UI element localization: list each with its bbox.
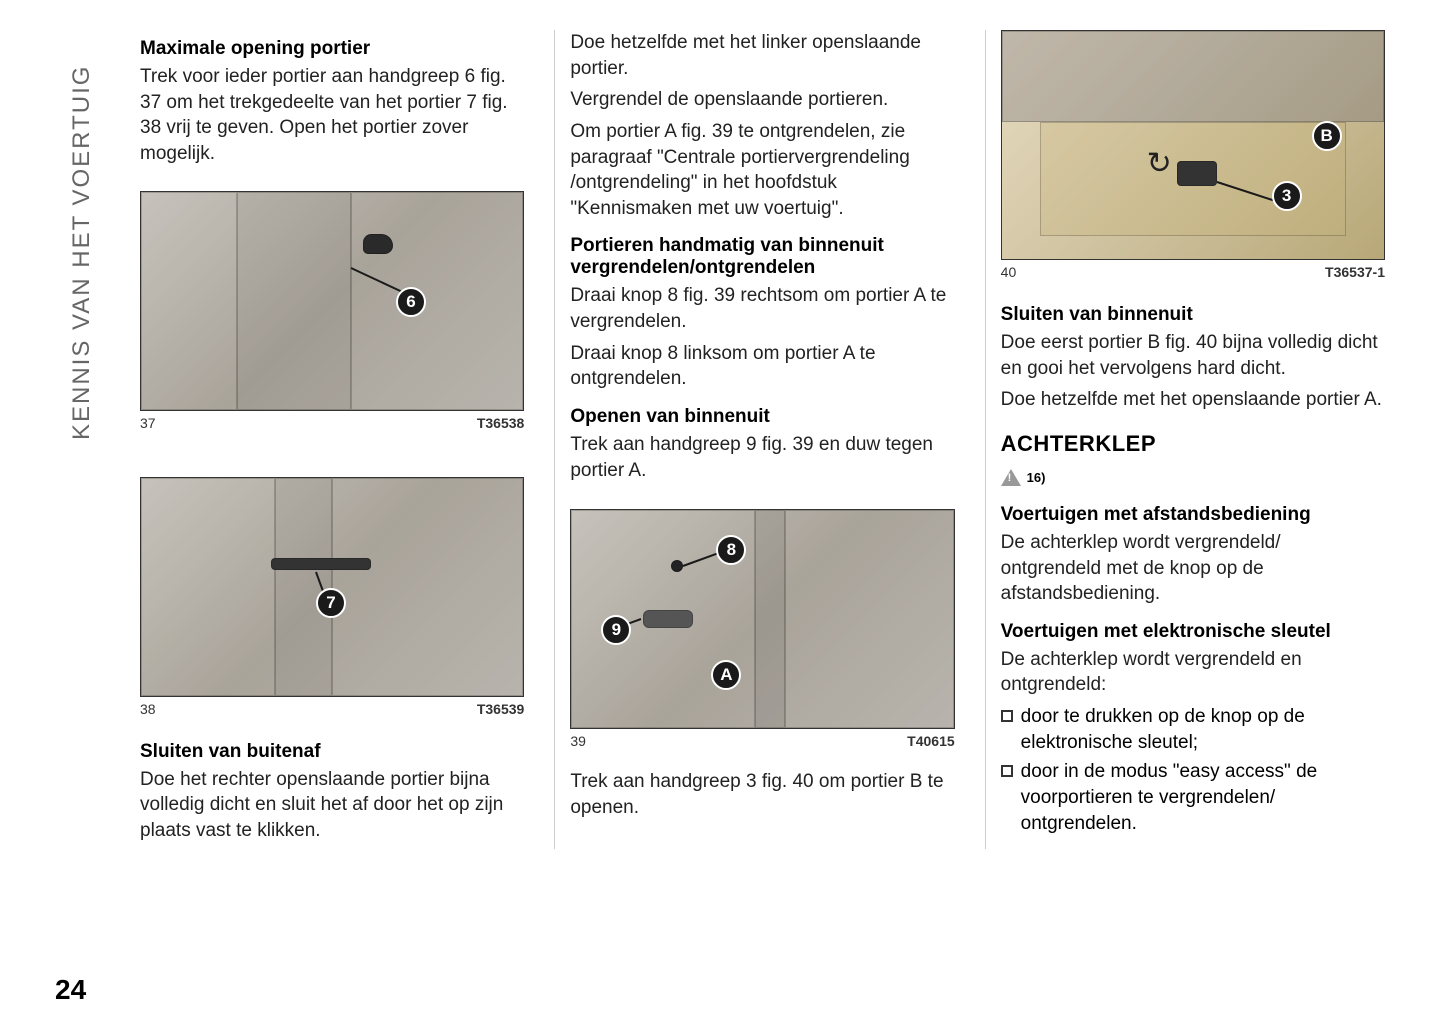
fig-40-code: T36537-1 bbox=[1325, 264, 1385, 280]
bullet-2: door in de modus "easy access" de voorpo… bbox=[1001, 759, 1385, 836]
bullet-1: door te drukken op de knop op de elektro… bbox=[1001, 704, 1385, 755]
figure-40-caption: 40 T36537-1 bbox=[1001, 264, 1385, 280]
para-unlock-a: Om portier A fig. 39 te ontgrendelen, zi… bbox=[570, 119, 954, 222]
heading-remote: Voertuigen met afstandsbediening bbox=[1001, 504, 1385, 526]
heading-close-inside: Sluiten van binnenuit bbox=[1001, 304, 1385, 326]
fig-39-num: 39 bbox=[570, 733, 586, 749]
section-achterklep: ACHTERKLEP bbox=[1001, 431, 1385, 457]
para-pull-handle-9: Trek aan handgreep 9 fig. 39 en duw tege… bbox=[570, 432, 954, 483]
para-turn-right: Draai knop 8 fig. 39 rechtsom om portier… bbox=[570, 283, 954, 334]
figure-38: 7 38 T36539 bbox=[140, 477, 524, 717]
bullet-1-text: door te drukken op de knop op de elektro… bbox=[1021, 704, 1385, 755]
figure-38-caption: 38 T36539 bbox=[140, 701, 524, 717]
heading-max-opening: Maximale opening portier bbox=[140, 38, 524, 60]
heading-electronic-key: Voertuigen met elektronische sleutel bbox=[1001, 621, 1385, 643]
fig-39-code: T40615 bbox=[907, 733, 954, 749]
figure-40-image: ↻ B 3 bbox=[1001, 30, 1385, 260]
figure-37-caption: 37 T36538 bbox=[140, 415, 524, 431]
para-remote: De achterklep wordt vergrendeld/ ontgren… bbox=[1001, 530, 1385, 607]
bullet-box-icon bbox=[1001, 765, 1013, 777]
side-tab: KENNIS VAN HET VOERTUIG bbox=[68, 30, 96, 440]
callout-3: 3 bbox=[1272, 181, 1302, 211]
main-content: Maximale opening portier Trek voor ieder… bbox=[140, 30, 1385, 849]
para-max-opening: Trek voor ieder portier aan handgreep 6 … bbox=[140, 64, 524, 167]
warning-row: 16) bbox=[1001, 469, 1385, 486]
para-pull-handle-3: Trek aan handgreep 3 fig. 40 om portier … bbox=[570, 769, 954, 820]
figure-39: 8 9 A 39 T40615 bbox=[570, 509, 954, 749]
para-lock-doors: Vergrendel de openslaande portieren. bbox=[570, 87, 954, 113]
para-same-a: Doe hetzelfde met het openslaande portie… bbox=[1001, 387, 1385, 413]
arrow-icon: ↻ bbox=[1147, 146, 1172, 181]
figure-38-image: 7 bbox=[140, 477, 524, 697]
column-1: Maximale opening portier Trek voor ieder… bbox=[140, 30, 524, 849]
figure-37-image: 6 bbox=[140, 191, 524, 411]
heading-open-inside: Openen van binnenuit bbox=[570, 406, 954, 428]
figure-39-image: 8 9 A bbox=[570, 509, 954, 729]
fig-40-num: 40 bbox=[1001, 264, 1017, 280]
page-number: 24 bbox=[55, 974, 86, 1006]
warning-number: 16) bbox=[1027, 470, 1046, 485]
para-close-b: Doe eerst portier B fig. 40 bijna volled… bbox=[1001, 330, 1385, 381]
fig-37-num: 37 bbox=[140, 415, 156, 431]
heading-manual-lock: Portieren handmatig van binnenuit vergre… bbox=[570, 235, 954, 279]
figure-40: ↻ B 3 40 T36537-1 bbox=[1001, 30, 1385, 280]
fig-38-num: 38 bbox=[140, 701, 156, 717]
callout-6: 6 bbox=[396, 287, 426, 317]
figure-39-caption: 39 T40615 bbox=[570, 733, 954, 749]
warning-icon bbox=[1001, 469, 1021, 486]
column-3: ↻ B 3 40 T36537-1 Sluiten van binnenuit … bbox=[985, 30, 1385, 849]
bullet-box-icon bbox=[1001, 710, 1013, 722]
column-2: Doe hetzelfde met het linker openslaande… bbox=[554, 30, 954, 849]
fig-37-code: T36538 bbox=[477, 415, 524, 431]
para-electronic-intro: De achterklep wordt vergrendeld en ontgr… bbox=[1001, 647, 1385, 698]
heading-close-outside: Sluiten van buitenaf bbox=[140, 741, 524, 763]
bullet-2-text: door in de modus "easy access" de voorpo… bbox=[1021, 759, 1385, 836]
callout-b: B bbox=[1312, 121, 1342, 151]
para-close-outside: Doe het rechter openslaande portier bijn… bbox=[140, 767, 524, 844]
para-same-left: Doe hetzelfde met het linker openslaande… bbox=[570, 30, 954, 81]
para-turn-left: Draai knop 8 linksom om portier A te ont… bbox=[570, 341, 954, 392]
fig-38-code: T36539 bbox=[477, 701, 524, 717]
callout-7: 7 bbox=[316, 588, 346, 618]
figure-37: 6 37 T36538 bbox=[140, 191, 524, 431]
